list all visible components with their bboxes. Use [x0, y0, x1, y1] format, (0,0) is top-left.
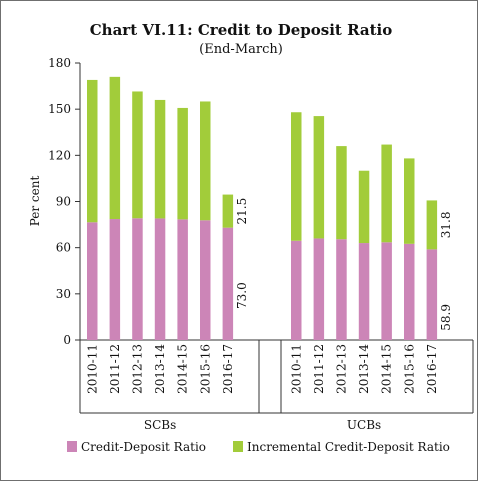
- bar-credit-deposit: [313, 238, 325, 340]
- bar-incremental-credit-deposit: [177, 107, 188, 220]
- bar-incremental-credit-deposit: [109, 76, 121, 220]
- bar-credit-deposit: [109, 219, 121, 340]
- data-label: 31.8: [439, 212, 453, 239]
- x-tick-label: 2016-17: [221, 344, 235, 394]
- bar-credit-deposit: [404, 243, 415, 340]
- x-tick-label: 2011-12: [312, 344, 326, 394]
- data-label: 58.9: [439, 304, 453, 331]
- y-tick-label: 150: [48, 102, 71, 116]
- bar-credit-deposit: [426, 249, 438, 340]
- x-tick-label: 2011-12: [108, 344, 122, 394]
- bar-credit-deposit: [87, 222, 98, 340]
- bar-incremental-credit-deposit: [358, 170, 370, 244]
- bar-incremental-credit-deposit: [381, 144, 392, 243]
- bar-credit-deposit: [381, 242, 392, 340]
- x-tick-label: 2015-16: [402, 344, 416, 394]
- x-tick-label: 2014-15: [176, 344, 190, 394]
- bar-credit-deposit: [336, 239, 347, 340]
- x-tick-label: 2012-13: [334, 344, 348, 394]
- bar-incremental-credit-deposit: [200, 101, 211, 221]
- bar-incremental-credit-deposit: [87, 79, 98, 223]
- bar-incremental-credit-deposit: [404, 158, 415, 244]
- legend-entry: Credit-Deposit Ratio: [81, 440, 206, 454]
- group-label: UCBs: [347, 418, 381, 432]
- legend: Credit-Deposit Ratio Incremental Credit-D…: [67, 440, 450, 454]
- bar-credit-deposit: [358, 243, 370, 340]
- x-tick-label: 2015-16: [198, 344, 212, 394]
- legend-entry: Incremental Credit-Deposit Ratio: [247, 440, 450, 454]
- x-tick-label: 2014-15: [380, 344, 394, 394]
- legend-swatch: [233, 441, 243, 452]
- x-tick-label: 2010-11: [289, 344, 303, 394]
- plot-area: 0 30 60 90 120 150 180 2010-11 2011-12 2012-13 201…: [48, 56, 474, 432]
- bar-credit-deposit: [177, 219, 188, 340]
- x-tick-label: 2016-17: [425, 344, 439, 394]
- bar-incremental-credit-deposit: [313, 116, 325, 239]
- legend-swatch: [67, 441, 77, 452]
- bar-credit-deposit: [222, 227, 234, 340]
- bar-credit-deposit: [200, 220, 211, 340]
- x-tick-label: 2012-13: [130, 344, 144, 394]
- y-tick-label: 0: [63, 333, 71, 347]
- y-tick-label: 120: [48, 148, 71, 162]
- bar-credit-deposit: [291, 240, 302, 340]
- bar-incremental-credit-deposit: [132, 91, 143, 219]
- y-tick-label: 30: [56, 287, 71, 301]
- data-label: 21.5: [235, 198, 249, 225]
- x-tick-label: 2010-11: [85, 344, 99, 394]
- bar-credit-deposit: [132, 218, 143, 340]
- y-tick-label: 90: [56, 195, 71, 209]
- bar-incremental-credit-deposit: [426, 200, 438, 250]
- bar-incremental-credit-deposit: [336, 146, 347, 240]
- group-label: SCBs: [144, 418, 176, 432]
- bar-incremental-credit-deposit: [291, 112, 302, 241]
- y-tick-label: 180: [48, 56, 71, 70]
- data-label: 73.0: [235, 282, 249, 309]
- x-tick-label: 2013-14: [153, 344, 167, 394]
- y-tick-label: 60: [56, 241, 71, 255]
- x-tick-label: 2013-14: [357, 344, 371, 394]
- chart-title: Chart VI.11: Credit to Deposit Ratio: [90, 21, 393, 39]
- bar-incremental-credit-deposit: [222, 194, 234, 228]
- bar-incremental-credit-deposit: [154, 99, 166, 219]
- y-axis-label: Per cent: [28, 176, 42, 227]
- chart-subtitle: (End-March): [199, 42, 283, 57]
- bar-credit-deposit: [154, 218, 166, 340]
